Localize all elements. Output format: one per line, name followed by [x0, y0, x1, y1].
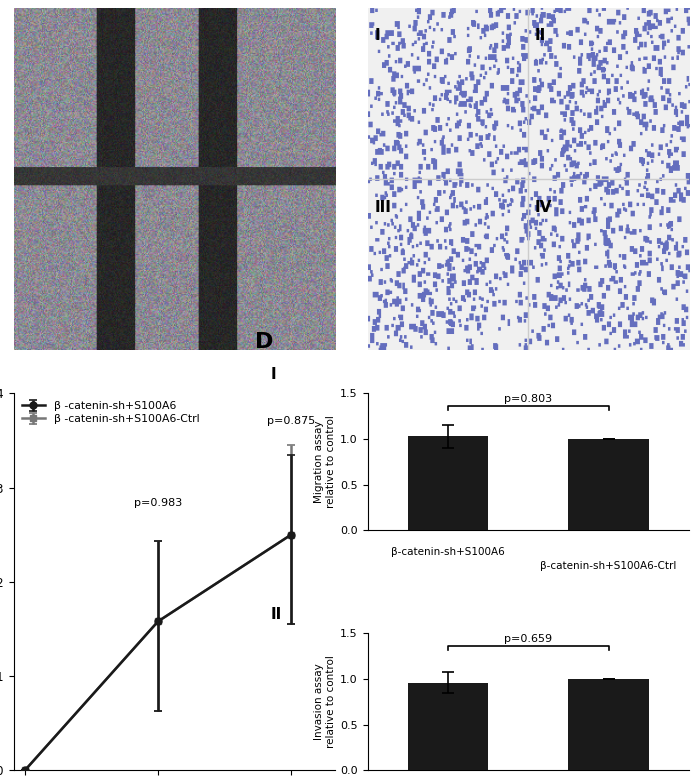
Text: β-catenin-sh+S100A6: β-catenin-sh+S100A6 — [391, 547, 505, 557]
Bar — [569, 679, 649, 770]
Text: IV: IV — [535, 200, 553, 215]
Text: A: A — [1, 0, 18, 1]
Legend: β -catenin-sh+S100A6, β -catenin-sh+S100A6-Ctrl: β -catenin-sh+S100A6, β -catenin-sh+S100… — [19, 399, 202, 426]
Text: C: C — [355, 0, 371, 1]
Text: p=0.803: p=0.803 — [504, 394, 553, 404]
Text: II: II — [271, 608, 283, 622]
Y-axis label: Invasion assay
relative to control: Invasion assay relative to control — [315, 655, 336, 748]
Text: III: III — [374, 200, 391, 215]
Text: I: I — [374, 28, 380, 44]
Text: p=0.983: p=0.983 — [134, 499, 182, 508]
Text: p=0.875: p=0.875 — [267, 416, 315, 426]
Text: β-catenin-sh+S100A6-Ctrl: β-catenin-sh+S100A6-Ctrl — [541, 561, 677, 570]
Bar — [408, 436, 488, 531]
Text: p=0.659: p=0.659 — [504, 634, 553, 643]
Bar — [569, 439, 649, 531]
Text: I: I — [271, 367, 277, 383]
Text: II: II — [535, 28, 546, 44]
Bar — [408, 682, 488, 770]
Y-axis label: Migration assay
relative to control: Migration assay relative to control — [315, 415, 336, 508]
Text: D: D — [255, 332, 274, 352]
